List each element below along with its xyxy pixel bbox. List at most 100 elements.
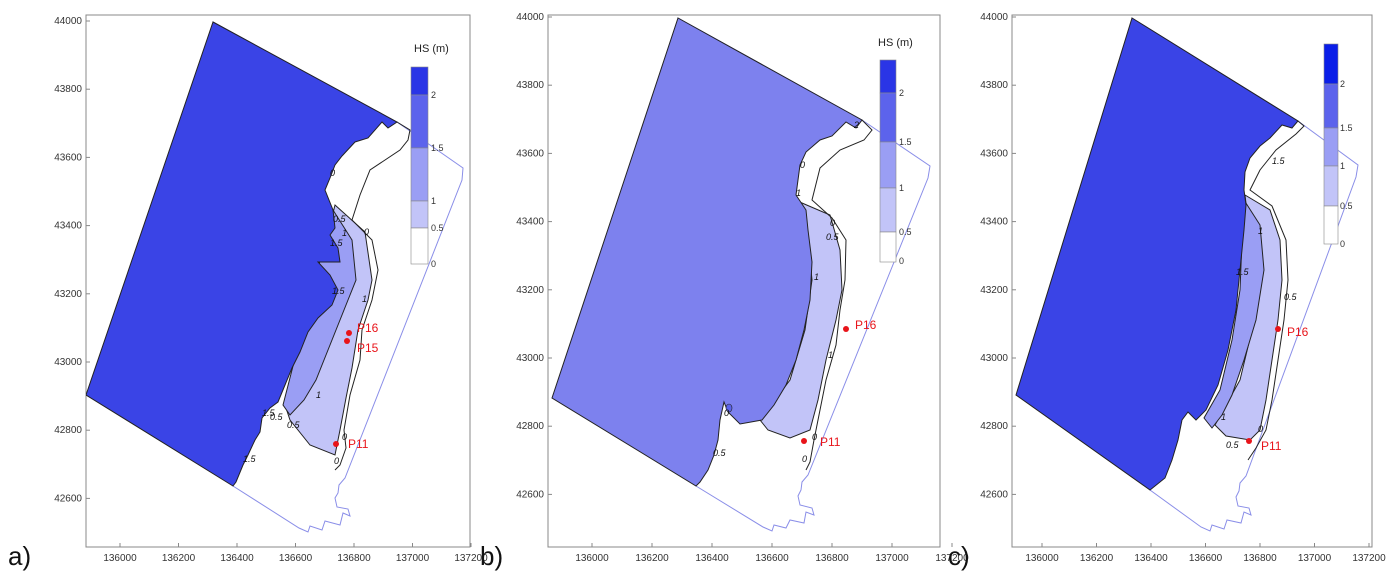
point-p16-label: P16 (855, 318, 877, 332)
legend-tick: 2 (899, 88, 904, 98)
contour-label: 1.5 (330, 238, 344, 248)
legend-swatch-1.5 (410, 94, 429, 149)
x-tick-label: 136400 (220, 553, 254, 564)
panel-a-x-axis: 136000 136200 136400 136600 136800 137000 1372… (103, 543, 488, 564)
x-tick-label: 136400 (695, 553, 729, 564)
x-tick-label: 137000 (875, 553, 909, 564)
point-p15-marker[interactable] (344, 338, 350, 344)
x-tick-label: 137200 (454, 553, 488, 564)
panel-a-y-axis: 44000 43800 43600 43400 43200 43000 42800 42600 (54, 16, 90, 504)
contour-label: 1 (828, 350, 833, 360)
contour-label: 0.5 (1226, 440, 1240, 450)
panel-b-contour-0 (805, 119, 873, 471)
point-p11-marker[interactable] (801, 438, 807, 444)
legend-swatch-0.5 (879, 187, 897, 233)
panel-c-wave-field (1015, 17, 1299, 491)
point-p11-label: P11 (1261, 439, 1282, 453)
legend-swatch-2 (1323, 43, 1339, 85)
point-p11-label: P11 (820, 435, 841, 449)
x-tick-label: 136000 (103, 553, 137, 564)
y-tick-label: 43000 (980, 353, 1008, 364)
y-tick-label: 42600 (980, 489, 1008, 500)
point-p16-label: P16 (357, 321, 379, 335)
y-tick-label: 43800 (980, 80, 1008, 91)
point-p16-marker[interactable] (346, 330, 352, 336)
point-p16-label: P16 (1287, 325, 1309, 339)
y-tick-label: 42600 (54, 493, 82, 504)
contour-label: 0 (800, 160, 805, 170)
legend-tick: 1 (1340, 161, 1345, 171)
legend-tick: 0.5 (1340, 201, 1353, 211)
panel-a-legend: HS (m) 2 1.5 1 0.5 0 (410, 43, 449, 269)
contour-label: 0.5 (713, 448, 727, 458)
panel-b-letter: b) (480, 541, 503, 571)
contour-label: 1 (342, 228, 347, 238)
y-tick-label: 42800 (54, 425, 82, 436)
point-p16-marker[interactable] (1275, 326, 1281, 332)
legend-tick: 1.5 (899, 137, 912, 147)
legend-title: HS (m) (414, 43, 449, 55)
legend-swatch-1.5 (879, 92, 897, 143)
panel-c-map (1015, 17, 1359, 532)
y-tick-label: 42800 (980, 421, 1008, 432)
panel-b-contour-labels: 2 0 0 0.5 1 1 1 0 0 0.5 0 (713, 120, 859, 464)
panel-b-points: P16 P11 (801, 318, 877, 449)
legend-swatch-0 (879, 231, 897, 263)
panel-c-contour-labels: 1.5 1 1.5 0.5 1 0 0.5 (1221, 156, 1298, 450)
legend-title: HS (m) (878, 37, 913, 49)
legend-tick: 2 (431, 90, 436, 100)
panel-c: 44000 43800 43600 43400 43200 43000 42800 42600… (948, 12, 1386, 571)
x-tick-label: 136400 (1134, 553, 1168, 564)
panel-b-wave-field (551, 17, 863, 487)
x-tick-label: 136600 (1189, 553, 1223, 564)
contour-label: 0.5 (333, 214, 347, 224)
contour-label: 0.5 (1284, 292, 1298, 302)
legend-swatch-2 (410, 66, 429, 96)
panel-c-level-1-1.5 (1203, 198, 1265, 429)
panel-a-points: P16 P15 P11 (333, 321, 379, 451)
legend-swatch-1 (1323, 127, 1339, 167)
y-tick-label: 44000 (980, 12, 1008, 23)
contour-label: 1.5 (332, 286, 346, 296)
point-p11-marker[interactable] (1246, 438, 1252, 444)
legend-swatch-1 (410, 147, 429, 202)
contour-label: 1 (814, 272, 819, 282)
legend-tick: 0.5 (899, 227, 912, 237)
panel-a: 44000 43800 43600 43400 43200 43000 42800 42600… (8, 14, 488, 571)
panel-c-letter: c) (948, 541, 970, 571)
legend-swatch-2 (879, 59, 897, 94)
y-tick-label: 43800 (516, 80, 544, 91)
contour-label: 0.5 (270, 412, 284, 422)
panel-b-map (551, 17, 931, 532)
x-tick-label: 137000 (396, 553, 430, 564)
point-p16-marker[interactable] (843, 326, 849, 332)
contour-label: 0 (724, 408, 729, 418)
y-tick-label: 43000 (516, 353, 544, 364)
contour-label: 1.5 (1272, 156, 1286, 166)
panel-b: 44000 43800 43600 43400 43200 43000 42800 42600… (480, 12, 969, 571)
point-p15-label: P15 (357, 341, 379, 355)
legend-swatch-0 (410, 227, 429, 265)
legend-tick: 0 (1340, 239, 1345, 249)
panel-a-contour-labels: 0 0.5 1 1.5 0 1.5 1 1 0.5 1.5 0 0 1.5 0.… (243, 168, 369, 466)
x-tick-label: 136000 (575, 553, 609, 564)
legend-swatch-1 (879, 141, 897, 189)
point-p11-marker[interactable] (333, 441, 339, 447)
y-tick-label: 43600 (54, 152, 82, 163)
contour-label: 0 (1258, 424, 1263, 434)
contour-label: 1.5 (1236, 267, 1250, 277)
panel-c-contour-0 (1247, 120, 1305, 461)
legend-swatch-0 (1323, 205, 1339, 245)
contour-label: 0 (330, 168, 335, 178)
contour-label: 2 (853, 120, 859, 130)
panel-b-island (725, 403, 733, 413)
panel-c-points: P16 P11 (1246, 325, 1309, 453)
legend-tick: 0 (899, 256, 904, 266)
contour-label: 0 (830, 218, 835, 228)
legend-swatch-0.5 (1323, 165, 1339, 207)
y-tick-label: 43200 (516, 285, 544, 296)
x-tick-label: 136600 (279, 553, 313, 564)
y-tick-label: 44000 (516, 12, 544, 23)
contour-label: 1 (796, 188, 801, 198)
contour-label: 0 (364, 227, 369, 237)
